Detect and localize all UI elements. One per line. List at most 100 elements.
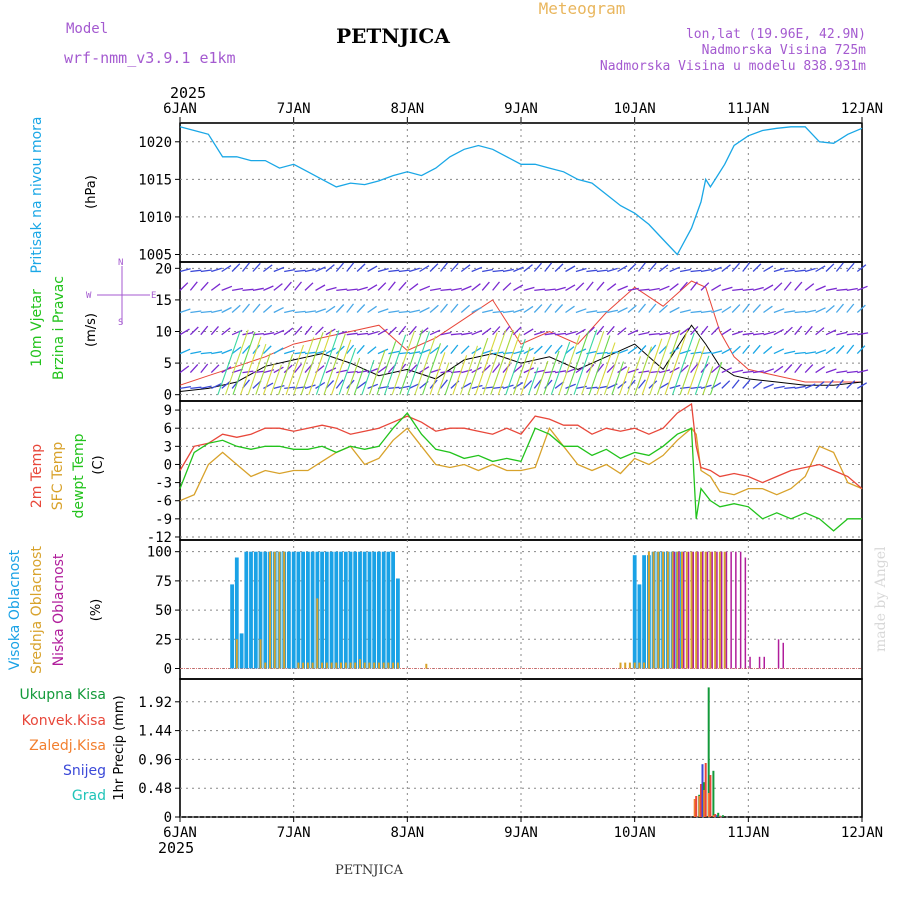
wind-arrow xyxy=(658,382,670,389)
mid-cloud-bar xyxy=(377,662,380,669)
high-cloud-label: Visoka Oblacnost xyxy=(7,549,23,670)
wind-arrow xyxy=(617,380,627,389)
wind-arrow xyxy=(284,349,295,355)
wind-arrow xyxy=(335,345,345,355)
wind-arrow xyxy=(440,288,452,292)
wind-arrow xyxy=(690,310,702,314)
wind-arrow xyxy=(221,380,231,389)
wind-arrow xyxy=(784,386,796,390)
mid-cloud-bar xyxy=(354,662,357,669)
wind-arrow xyxy=(742,332,754,336)
wind-vector xyxy=(300,332,324,395)
wind-arrow xyxy=(773,328,784,336)
mid-cloud-bar xyxy=(723,551,726,669)
wind-arrow xyxy=(356,344,365,355)
pressure-ytick-label: 1015 xyxy=(138,172,172,188)
wind-arrow xyxy=(742,370,754,374)
wind-arrow xyxy=(211,351,223,355)
wind-arrow xyxy=(648,262,657,272)
wind-vector xyxy=(709,361,723,395)
wind-vector xyxy=(634,346,653,395)
wind-arrow xyxy=(679,281,688,291)
wind-arrow xyxy=(346,344,355,355)
wind-arrow xyxy=(388,269,400,273)
total-precip-bar xyxy=(717,812,720,817)
wind-label-1: 10m Vjetar xyxy=(29,289,45,367)
wind-arrow xyxy=(784,269,796,273)
wind-arrow xyxy=(273,283,283,291)
wind-arrow xyxy=(679,364,689,374)
wind-arrow xyxy=(783,364,793,374)
mid-cloud-bar xyxy=(676,551,679,669)
mid-cloud-bar xyxy=(666,551,669,669)
wind-arrow xyxy=(482,386,494,390)
wind-arrow xyxy=(825,346,836,355)
wind-arrow xyxy=(805,309,817,314)
wind-vector xyxy=(361,359,375,395)
wind-arrow xyxy=(607,309,619,314)
sfc-temp-line xyxy=(179,426,863,502)
mid-cloud-bar xyxy=(387,662,390,669)
wind-arrow xyxy=(835,345,845,355)
conv-precip-bar xyxy=(695,796,698,817)
wind-vector xyxy=(520,356,535,395)
wind-arrow xyxy=(367,346,377,355)
wind-arrow xyxy=(461,369,473,374)
wind-vector xyxy=(573,329,598,395)
low-cloud-bar xyxy=(702,551,704,669)
wind-arrow xyxy=(815,265,826,273)
wind-vector xyxy=(391,330,416,395)
wind-arrow xyxy=(387,326,397,336)
wind-arrow xyxy=(575,267,587,273)
x-tick-label-bottom: 6JAN xyxy=(163,825,197,841)
low-cloud-bar xyxy=(744,557,747,669)
wind-vector xyxy=(641,338,663,395)
mid-cloud-bar xyxy=(638,662,641,669)
legend-conv-precip: Konvek.Kisa xyxy=(22,713,106,729)
wind-arrow xyxy=(492,281,501,291)
wind-arrow xyxy=(731,330,743,336)
wind-arrow xyxy=(575,348,587,355)
wind-arrow xyxy=(387,281,396,291)
wind-arrow xyxy=(679,327,690,336)
wind-vector xyxy=(240,336,262,395)
high-cloud-bar xyxy=(391,551,395,669)
station-title: PETNJICA xyxy=(336,24,450,48)
wind-arrow xyxy=(346,262,355,272)
temp-ytick-label: 6 xyxy=(164,421,172,437)
wind-arrow xyxy=(283,281,292,291)
wind-arrow xyxy=(502,310,514,314)
wind-arrow xyxy=(357,332,369,336)
wind-vector xyxy=(444,365,456,395)
wind-arrow xyxy=(617,285,628,291)
wind-arrow xyxy=(325,264,335,273)
wind-arrow xyxy=(710,364,721,374)
wind-vector xyxy=(550,341,571,395)
wind-arrow xyxy=(794,269,806,273)
wind-arrow xyxy=(273,307,284,314)
mid-cloud-bar xyxy=(657,551,660,669)
wind-vector xyxy=(414,336,436,395)
wind-arrow xyxy=(440,331,452,336)
wind-arrow xyxy=(304,351,317,355)
wind-arrow xyxy=(398,385,410,390)
temp-ytick-label: 9 xyxy=(164,403,172,419)
wind-arrow xyxy=(513,308,525,314)
wind-arrow xyxy=(544,370,556,374)
wind-arrow xyxy=(492,269,504,273)
wind-arrow xyxy=(846,380,856,389)
snow-precip-bar xyxy=(715,815,718,817)
wind-arrow xyxy=(377,348,389,355)
wind-vector xyxy=(262,363,275,395)
wind-arrow xyxy=(805,267,816,273)
wind-vector xyxy=(603,351,621,395)
wind-arrow xyxy=(710,326,720,336)
mid-cloud-bar xyxy=(628,662,631,669)
footer-station: PETNJICA xyxy=(335,863,404,878)
wind-vector xyxy=(497,333,521,395)
wind-arrow xyxy=(763,368,775,374)
wind-arrow xyxy=(783,281,792,291)
wind-arrow xyxy=(700,325,709,336)
wind-arrow xyxy=(617,366,628,374)
wind-arrow xyxy=(398,351,410,355)
